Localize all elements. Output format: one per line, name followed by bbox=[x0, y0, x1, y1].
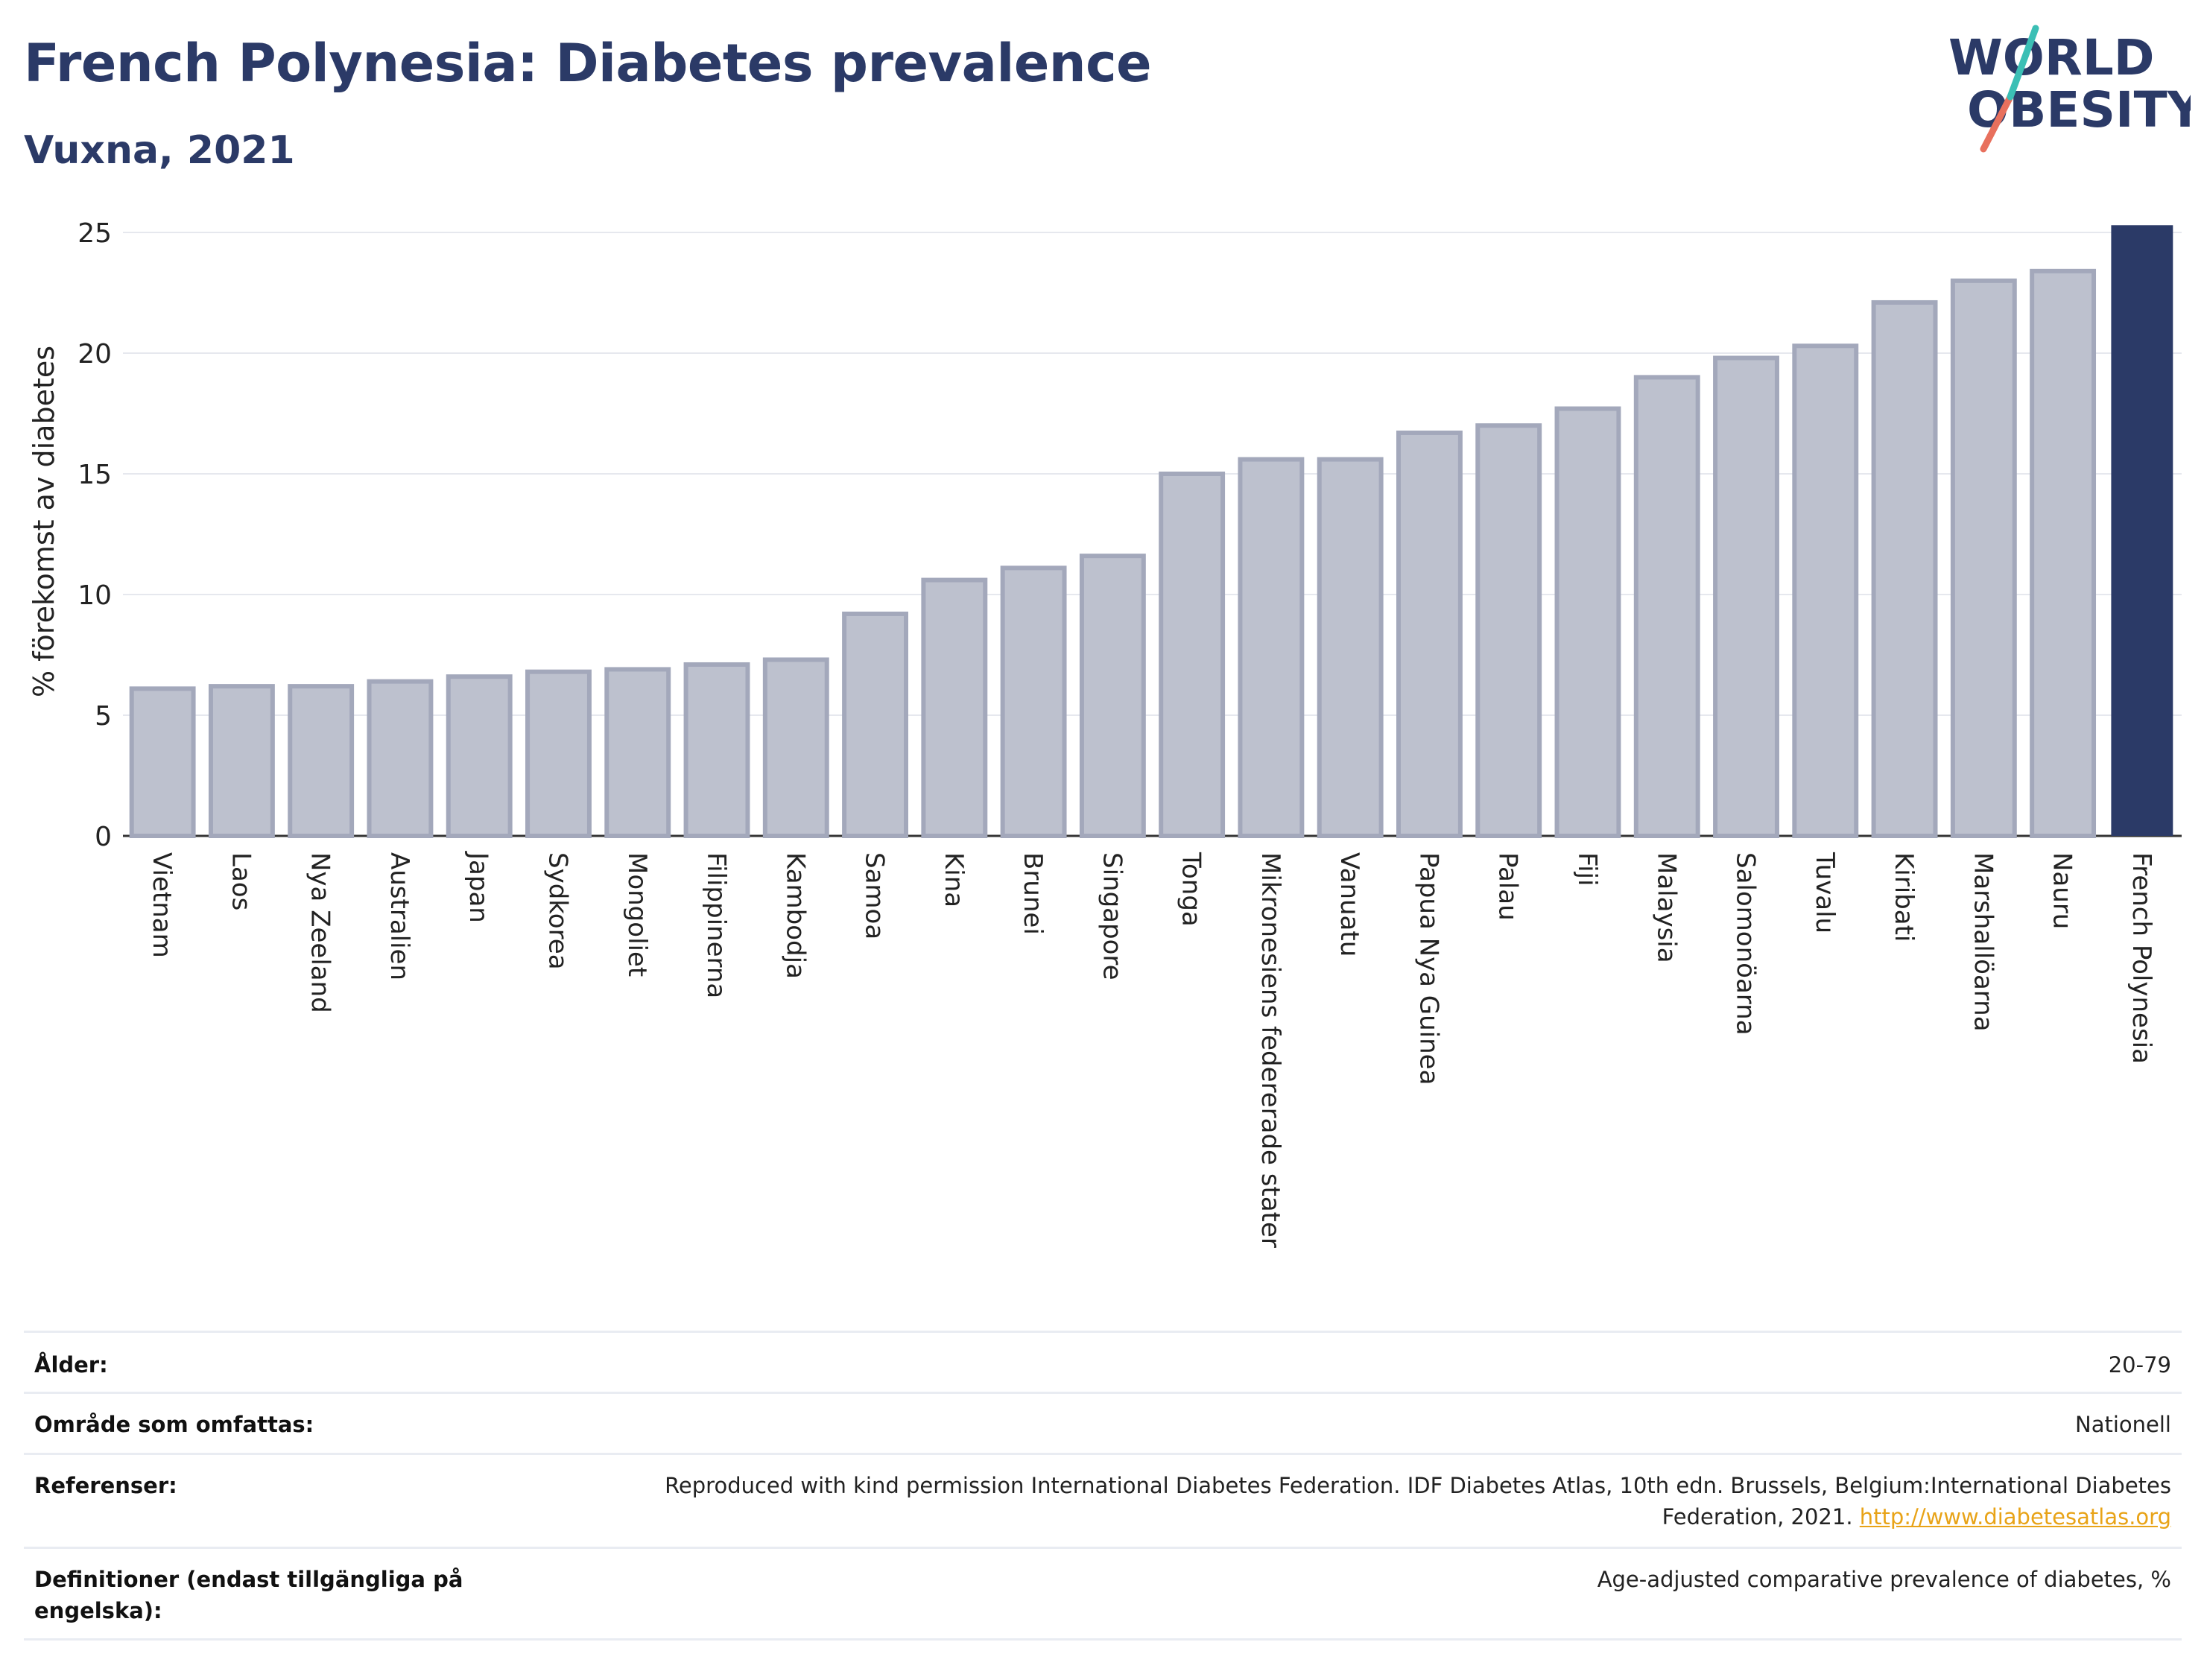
bar-palau bbox=[1475, 423, 1542, 838]
y-tick-label: 5 bbox=[95, 701, 112, 732]
meta-row-area: Område som omfattas: Nationell bbox=[24, 1392, 2182, 1453]
y-tick-label: 10 bbox=[77, 580, 112, 611]
bar-nya-zeeland bbox=[288, 684, 355, 838]
bar-marshallöarna bbox=[1950, 278, 2017, 838]
x-tick-label: Japan bbox=[463, 851, 493, 923]
references-text: Reproduced with kind permission Internat… bbox=[665, 1473, 2171, 1530]
y-axis-label: % förekomst av diabetes bbox=[28, 346, 60, 697]
meta-row-references: Referenser: Reproduced with kind permiss… bbox=[24, 1453, 2182, 1547]
x-axis-ticks: Vietnam Laos Nya Zeeland Australien Japan Syd… bbox=[147, 851, 2156, 1248]
y-tick-label: 15 bbox=[77, 460, 112, 490]
bar-kiribati bbox=[1871, 299, 1938, 838]
meta-value-area: Nationell bbox=[2075, 1412, 2171, 1437]
x-tick-label: Fiji bbox=[1572, 852, 1602, 886]
x-tick-label: Nauru bbox=[2048, 852, 2077, 929]
x-tick-label: French Polynesia bbox=[2127, 852, 2156, 1064]
x-tick-label: Vanuatu bbox=[1334, 852, 1364, 957]
x-tick-label: Brunei bbox=[1018, 852, 1048, 935]
bar-mongoliet bbox=[604, 667, 671, 838]
bar-samoa bbox=[842, 611, 909, 838]
meta-value-definitions: Age-adjusted comparative prevalence of d… bbox=[1597, 1567, 2171, 1592]
bar-brunei bbox=[1000, 565, 1067, 838]
x-tick-label: Palau bbox=[1493, 852, 1523, 921]
x-tick-label: Filippinerna bbox=[701, 852, 731, 998]
bar-papua-nya-guinea bbox=[1396, 430, 1463, 838]
x-tick-label: Marshallöarna bbox=[1968, 852, 1998, 1032]
bar-australien bbox=[367, 679, 434, 839]
bar-sydkorea bbox=[525, 669, 592, 838]
x-tick-label: Kiribati bbox=[1889, 852, 1919, 942]
y-tick-label: 20 bbox=[77, 339, 112, 370]
x-tick-label: Samoa bbox=[860, 852, 890, 939]
x-tick-label: Malaysia bbox=[1651, 852, 1681, 963]
bar-kambodja bbox=[762, 657, 829, 838]
bar-laos bbox=[208, 684, 275, 838]
meta-value-age: 20-79 bbox=[2108, 1352, 2171, 1378]
bar-tonga bbox=[1159, 472, 1226, 838]
x-tick-label: Sydkorea bbox=[542, 852, 572, 970]
bar-vietnam bbox=[129, 686, 196, 838]
bar-nauru bbox=[2030, 268, 2097, 838]
x-tick-label: Mongoliet bbox=[622, 852, 652, 977]
x-tick-label: Papua Nya Guinea bbox=[1413, 852, 1443, 1085]
x-tick-label: Kina bbox=[939, 852, 969, 907]
bar-japan bbox=[446, 674, 513, 838]
references-link[interactable]: http://www.diabetesatlas.org bbox=[1859, 1504, 2171, 1530]
x-tick-label: Laos bbox=[226, 852, 256, 910]
x-tick-label: Singapore bbox=[1097, 852, 1127, 980]
x-tick-label: Tonga bbox=[1177, 852, 1206, 927]
x-tick-label: Nya Zeeland bbox=[305, 852, 335, 1013]
logo-slash-red bbox=[1980, 93, 2014, 153]
logo-line1: WORLD bbox=[1948, 29, 2155, 86]
x-tick-label: Salomonöarna bbox=[1731, 852, 1761, 1036]
x-tick-label: Australien bbox=[384, 852, 414, 980]
meta-row-age: Ålder: 20-79 bbox=[24, 1331, 2182, 1392]
metadata-table: Ålder: 20-79 Område som omfattas: Nation… bbox=[24, 1331, 2182, 1641]
chart-subtitle: Vuxna, 2021 bbox=[24, 128, 295, 173]
x-tick-label: Mikronesiens federerade stater bbox=[1255, 852, 1285, 1248]
world-obesity-logo: WORLD OBESITY bbox=[1948, 25, 2191, 153]
bar-filippinerna bbox=[683, 662, 750, 839]
bar-salomonöarna bbox=[1713, 355, 1779, 839]
meta-label-age: Ålder: bbox=[34, 1352, 108, 1378]
bar-fiji bbox=[1554, 406, 1621, 838]
bar-kina bbox=[921, 577, 988, 838]
bar-chart: 0 5 10 15 20 25 Vietnam Laos Nya Zeeland Austral… bbox=[28, 218, 2182, 1248]
x-tick-label: Vietnam bbox=[147, 852, 177, 958]
meta-value-references: Reproduced with kind permission Internat… bbox=[636, 1470, 2171, 1532]
meta-label-definitions: Definitioner (endast tillgängliga på eng… bbox=[34, 1567, 463, 1623]
logo-slash-teal bbox=[2007, 25, 2039, 101]
bar-mikronesiens-federerade-stater bbox=[1238, 457, 1305, 838]
x-tick-label: Kambodja bbox=[780, 852, 810, 979]
bar-vanuatu bbox=[1317, 457, 1384, 838]
bars bbox=[129, 225, 2173, 839]
bar-tuvalu bbox=[1792, 343, 1859, 838]
meta-label-references: Referenser: bbox=[34, 1473, 177, 1498]
x-tick-label: Tuvalu bbox=[1810, 852, 1840, 933]
y-axis-ticks: 0 5 10 15 20 25 bbox=[77, 218, 112, 852]
y-tick-label: 0 bbox=[95, 822, 112, 852]
bar-singapore bbox=[1079, 554, 1146, 838]
bar-french-polynesia bbox=[2111, 225, 2173, 836]
chart-title: French Polynesia: Diabetes prevalence bbox=[24, 33, 1152, 94]
bar-malaysia bbox=[1633, 375, 1700, 838]
y-tick-label: 25 bbox=[77, 218, 112, 249]
meta-label-area: Område som omfattas: bbox=[34, 1412, 314, 1437]
meta-row-definitions: Definitioner (endast tillgängliga på eng… bbox=[24, 1547, 2182, 1641]
